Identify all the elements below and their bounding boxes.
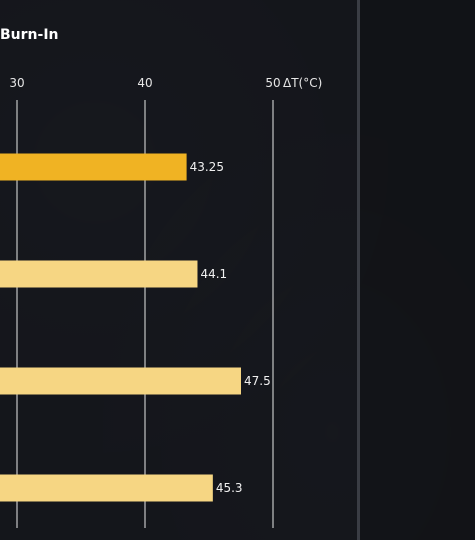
x-tick-label: 50 (265, 76, 280, 90)
panel-divider (357, 0, 360, 540)
chart-panel: Burn-In 30 40 50 ΔT(°C) 43.25 44.1 47.5 45.3 (0, 27, 323, 528)
x-tick-label: 40 (137, 76, 152, 90)
side-panel (360, 0, 475, 540)
bar-value-label: 47.5 (244, 374, 271, 388)
x-tick-label: 30 (9, 76, 24, 90)
bar-value-label: 43.25 (190, 160, 224, 174)
bar-chart: 30 40 50 ΔT(°C) 43.25 44.1 47.5 45.3 (0, 76, 322, 528)
bar-value-label: 44.1 (200, 267, 227, 281)
x-axis-unit-label: ΔT(°C) (283, 76, 322, 90)
chart-title: Burn-In (0, 27, 59, 43)
bar (0, 260, 198, 288)
bar (0, 367, 241, 395)
bar (0, 474, 213, 502)
bar (0, 153, 187, 181)
bar-value-label: 45.3 (216, 481, 243, 495)
